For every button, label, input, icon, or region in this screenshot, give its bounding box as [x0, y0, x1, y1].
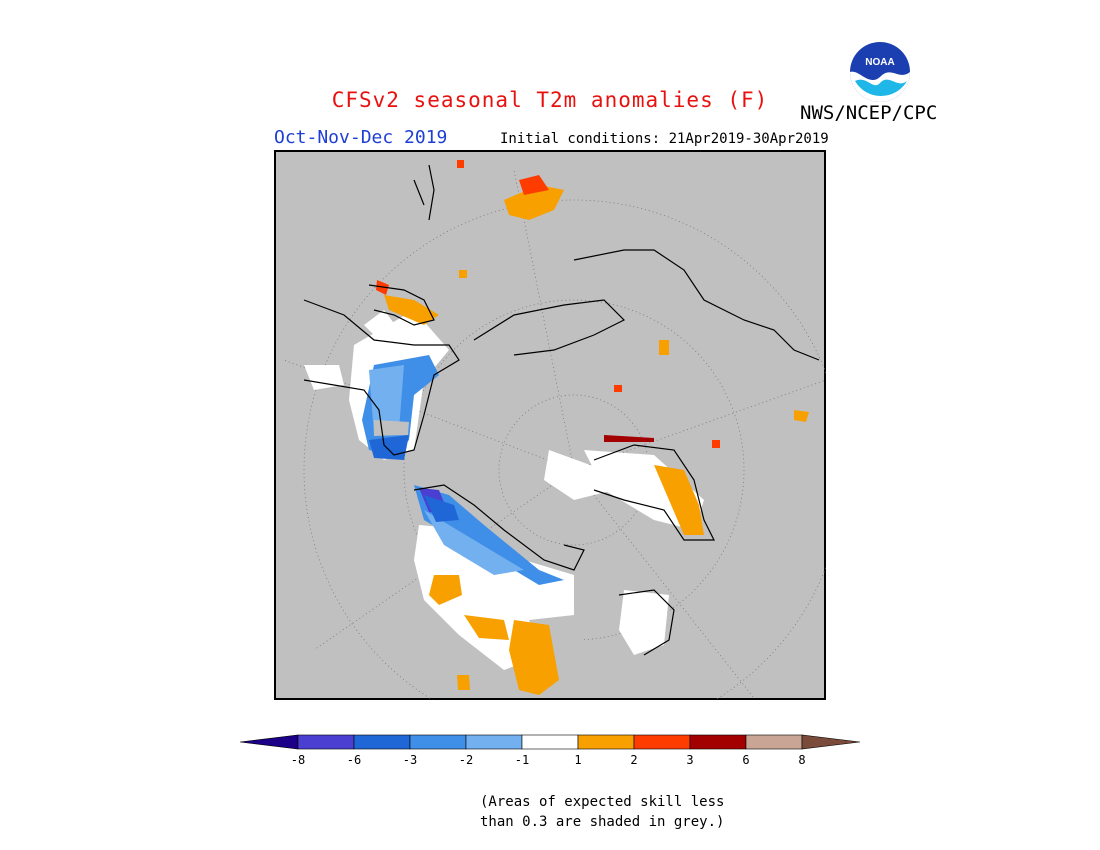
orange-region-asia-south: [457, 675, 470, 690]
season-label: Oct-Nov-Dec 2019: [274, 127, 448, 148]
logo-text: NOAA: [865, 57, 894, 68]
legend-swatch: [409, 734, 467, 750]
coastline-asia-east: [618, 589, 675, 656]
white-region-greenland: [364, 310, 399, 335]
color-legend: -8 -6 -3 -2 -1 1 2 3 6 8: [240, 734, 860, 767]
legend-tick-label: 3: [686, 753, 693, 767]
white-region-east-asia: [544, 450, 614, 500]
darkblue-region-scandinavia: [424, 495, 459, 522]
legend-swatch: [689, 734, 747, 750]
legend-swatch: [521, 734, 579, 750]
red-spot-island-east: [712, 440, 720, 448]
orange-region-asia-west: [429, 575, 462, 605]
initial-conditions-label: Initial conditions: 21Apr2019-30Apr2019: [500, 131, 829, 147]
orange-spot-northeast: [659, 340, 669, 355]
legend-tick-label: 1: [574, 753, 581, 767]
lightblue-region-north-america: [369, 365, 404, 435]
legend-swatch: [465, 734, 523, 750]
legend-tick-label: -8: [291, 753, 305, 767]
skill-note: (Areas of expected skill less than 0.3 a…: [480, 792, 724, 832]
orange-spot-far-east: [794, 410, 809, 422]
noaa-logo: NOAA: [850, 42, 910, 102]
coastline-greenland: [368, 284, 435, 326]
coastline-siberia: [593, 444, 715, 541]
legend-tick-label: 2: [630, 753, 637, 767]
legend-swatches: [240, 734, 860, 750]
orange-region-asia-central: [509, 620, 559, 695]
orange-region-greenland-south: [384, 295, 439, 325]
white-region-siberia: [619, 590, 669, 655]
legend-swatch: [745, 734, 803, 750]
legend-swatch: [633, 734, 691, 750]
legend-swatch: [297, 734, 355, 750]
red-spot-svalbard: [614, 385, 622, 392]
skill-note-line-2: than 0.3 are shaded in grey.): [480, 814, 725, 830]
coastline-asia-pacific: [573, 249, 820, 361]
darkred-line-northeast: [604, 435, 654, 442]
legend-tick-label: -3: [403, 753, 417, 767]
agency-label: NWS/NCEP/CPC: [800, 102, 938, 124]
red-region-pacific: [519, 175, 549, 195]
coastline-europe: [413, 484, 585, 571]
map-title: CFSv2 seasonal T2m anomalies (F): [331, 88, 769, 112]
legend-tick-label: -1: [515, 753, 529, 767]
skill-note-line-1: (Areas of expected skill less: [480, 794, 725, 810]
legend-tick-label: 6: [742, 753, 749, 767]
legend-arrow-left: [240, 734, 299, 750]
legend-tick-label: -2: [459, 753, 473, 767]
orange-spot-pacific: [459, 270, 467, 278]
orange-region-northeast: [654, 465, 704, 535]
legend-ticks: -8 -6 -3 -2 -1 1 2 3 6 8: [291, 753, 806, 767]
white-region-alaska: [304, 365, 344, 390]
legend-tick-label: -6: [347, 753, 361, 767]
legend-tick-label: 8: [798, 753, 805, 767]
orange-region-asia-mid: [464, 615, 509, 640]
legend-swatch: [353, 734, 411, 750]
coastline-north-america: [303, 299, 460, 456]
coastline-alaska: [413, 164, 435, 221]
grey-patch-north-america: [374, 420, 409, 436]
legend-arrow-right: [801, 734, 860, 750]
red-spot-pacific-north: [457, 160, 464, 168]
coastline-arctic-islands: [473, 299, 626, 356]
orange-region-pacific: [504, 185, 564, 220]
polar-anomaly-map: [274, 150, 826, 700]
legend-swatch: [577, 734, 635, 750]
coastlines: [303, 164, 820, 656]
anomaly-shading: [304, 160, 809, 695]
lightblue-region-europe: [424, 510, 524, 575]
